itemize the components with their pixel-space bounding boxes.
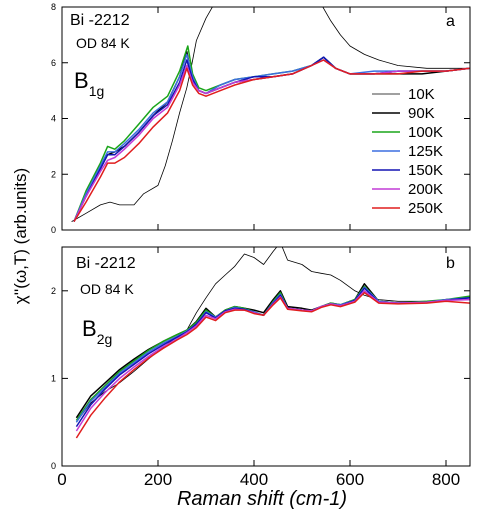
panel-a-symmetry-label: B1g: [74, 68, 104, 99]
x-tick-label: 400: [240, 470, 268, 489]
y-tick-label: 8: [51, 2, 56, 12]
x-tick-label: 800: [432, 470, 460, 489]
series-line-a-250K: [73, 59, 470, 222]
series-line-b-100K: [75, 285, 470, 421]
legend-label-10K: 10K: [408, 86, 435, 103]
y-tick-label: 2: [51, 286, 56, 296]
y-tick-label: 0: [51, 461, 56, 471]
x-axis-label: Raman shift (cm-1): [177, 488, 347, 510]
series-line-b-125K: [75, 286, 470, 423]
panel-b: 0 200 400 600 800 0 1 2 Bi -2212 OD 84 K B2g b: [51, 246, 471, 489]
panel-a-symmetry-base: B: [74, 68, 89, 93]
legend-label-90K: 90K: [408, 105, 435, 122]
legend-label-150K: 150K: [408, 162, 443, 179]
panel-a-doping-label: OD 84 K: [76, 35, 130, 51]
y-tick-label: 2: [51, 169, 56, 179]
x-tick-label: 200: [144, 470, 172, 489]
panel-a-ticks: 0 2 4 6 8: [51, 2, 470, 235]
panel-b-lines: [75, 247, 470, 439]
series-line-a-10K: [71, 7, 470, 222]
panel-b-symmetry-sub: 2g: [97, 331, 113, 347]
panel-b-frame: [61, 246, 471, 467]
panel-b-sample-label: Bi -2212: [76, 255, 136, 272]
y-tick-label: 1: [51, 373, 56, 383]
legend-label-125K: 125K: [408, 143, 443, 160]
panel-b-doping-label: OD 84 K: [80, 281, 134, 297]
y-tick-label: 0: [51, 225, 56, 235]
panel-b-symmetry-label: B2g: [82, 316, 112, 347]
legend-label-250K: 250K: [408, 200, 443, 217]
legend-label-100K: 100K: [408, 124, 443, 141]
y-axis-label: χ''(ω,T) (arb.units): [11, 168, 30, 304]
panel-b-letter: b: [446, 255, 455, 272]
x-tick-label: 600: [336, 470, 364, 489]
panel-a-lines: [71, 7, 470, 222]
series-line-b-250K: [75, 291, 470, 439]
y-tick-label: 6: [51, 58, 56, 68]
x-tick-label: 0: [57, 470, 66, 489]
y-tick-label: 4: [51, 114, 56, 124]
panel-a-letter: a: [446, 13, 455, 30]
panel-b-ticks: 0 200 400 600 800 0 1 2: [51, 247, 470, 489]
series-line-a-125K: [73, 53, 470, 222]
panel-b-symmetry-base: B: [82, 316, 97, 341]
legend: 10K 90K 100K 125K 150K 200K 250K: [372, 86, 443, 217]
panel-a-symmetry-sub: 1g: [89, 83, 105, 99]
legend-label-200K: 200K: [408, 181, 443, 198]
panel-a-sample-label: Bi -2212: [70, 12, 130, 29]
